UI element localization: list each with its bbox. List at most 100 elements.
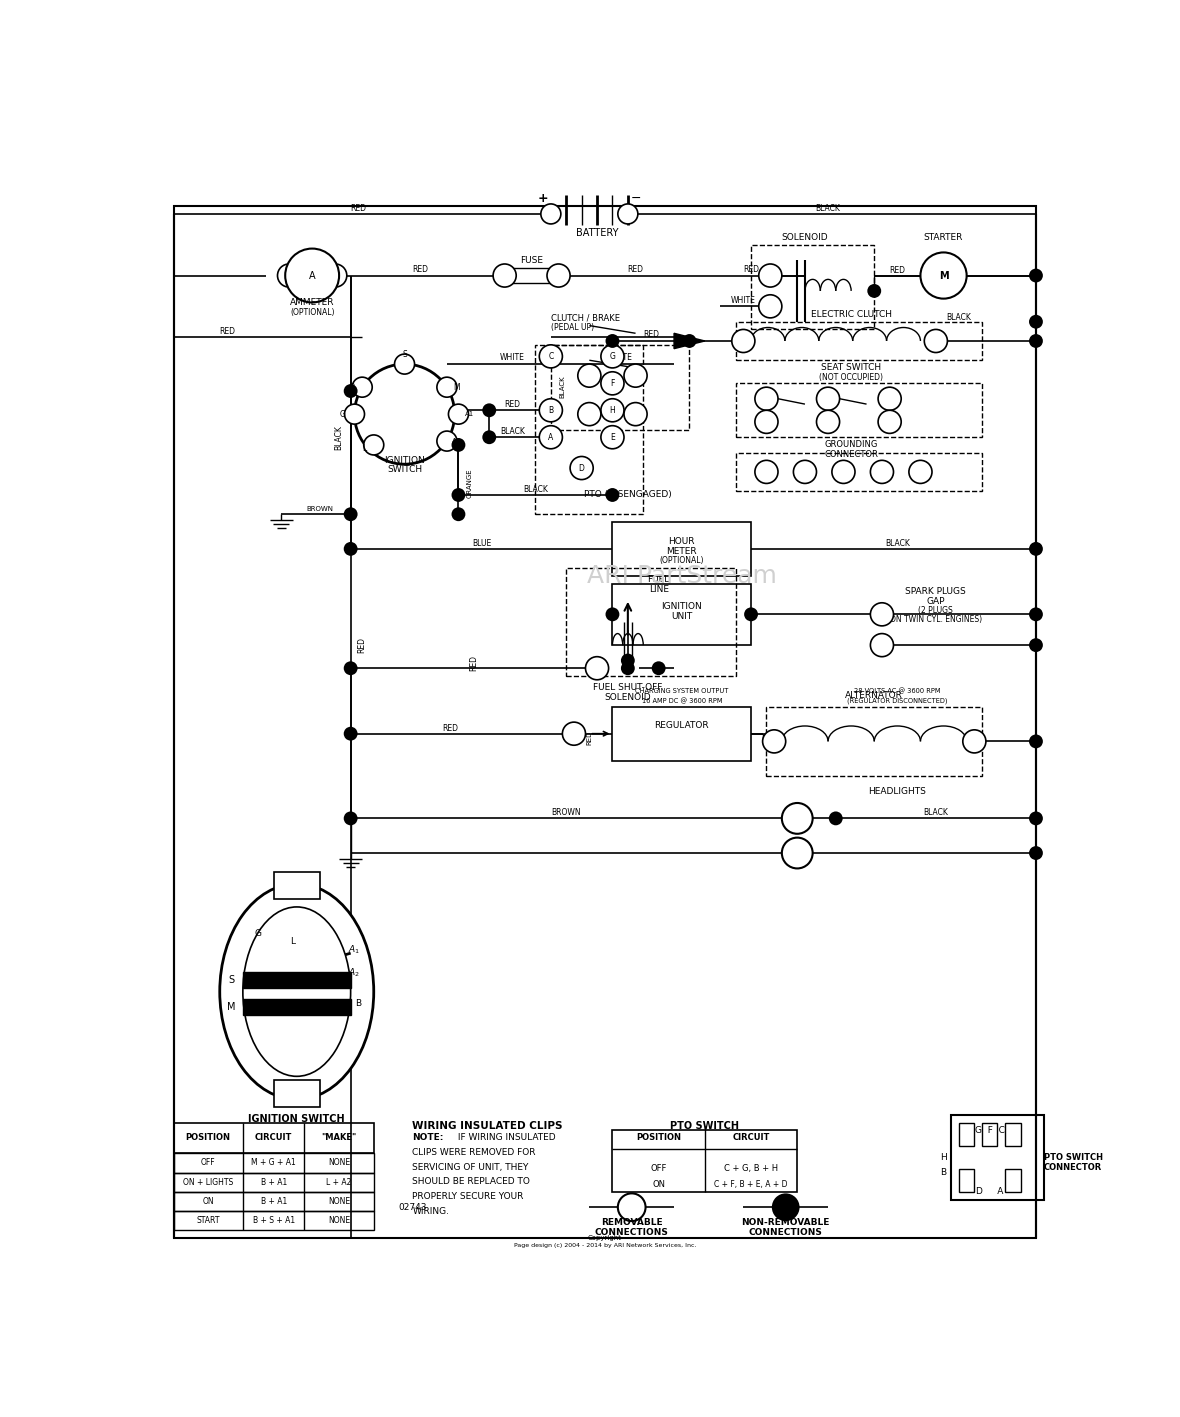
Text: ARI PartStream: ARI PartStream <box>586 564 776 588</box>
Circle shape <box>621 653 635 667</box>
Circle shape <box>755 411 778 434</box>
Text: CLUTCH / BRAKE: CLUTCH / BRAKE <box>551 313 620 323</box>
Bar <box>173 1173 374 1192</box>
Text: G: G <box>255 930 262 938</box>
Text: BLACK: BLACK <box>335 425 343 449</box>
Circle shape <box>570 456 594 479</box>
Text: FUEL: FUEL <box>648 575 670 584</box>
Text: BROWN: BROWN <box>307 506 333 512</box>
Text: "MAKE": "MAKE" <box>321 1134 356 1142</box>
Text: G: G <box>610 351 616 361</box>
Text: CLIPS WERE REMOVED FOR: CLIPS WERE REMOVED FOR <box>412 1148 536 1158</box>
Ellipse shape <box>243 907 350 1077</box>
Text: LINE: LINE <box>649 585 669 594</box>
Circle shape <box>762 730 786 752</box>
Text: HEADLIGHTS: HEADLIGHTS <box>868 786 926 796</box>
Text: B: B <box>355 999 361 1007</box>
Text: POSITION: POSITION <box>185 1134 231 1142</box>
Text: IGNITION: IGNITION <box>661 602 702 611</box>
Circle shape <box>793 461 817 483</box>
Bar <box>536 344 643 514</box>
Text: 16 AMP DC @ 3600 RPM: 16 AMP DC @ 3600 RPM <box>642 697 722 704</box>
Circle shape <box>601 344 624 368</box>
Circle shape <box>871 461 893 483</box>
Circle shape <box>1029 812 1043 825</box>
Bar <box>735 384 982 438</box>
Text: WHITE: WHITE <box>730 296 755 306</box>
Text: RED: RED <box>586 730 592 745</box>
Bar <box>612 521 750 575</box>
Text: CIRCUIT: CIRCUIT <box>255 1134 293 1142</box>
Text: NONE: NONE <box>328 1197 350 1206</box>
Circle shape <box>924 329 948 353</box>
Text: WIRING.: WIRING. <box>412 1207 450 1216</box>
Text: NON-REMOVABLE: NON-REMOVABLE <box>741 1219 830 1227</box>
Circle shape <box>755 387 778 411</box>
Circle shape <box>540 204 560 224</box>
Circle shape <box>1029 608 1043 621</box>
Text: ORANGE: ORANGE <box>467 469 473 499</box>
Circle shape <box>651 662 666 674</box>
Text: SWITCH: SWITCH <box>387 465 422 475</box>
Text: RED: RED <box>358 638 367 653</box>
Text: L + A2: L + A2 <box>327 1178 352 1186</box>
Text: C + G, B + H: C + G, B + H <box>725 1165 778 1173</box>
Text: A: A <box>309 271 315 281</box>
Bar <box>1005 1122 1021 1145</box>
Circle shape <box>782 837 813 869</box>
Text: STARTER: STARTER <box>924 232 963 241</box>
Text: RED: RED <box>412 265 428 273</box>
Text: B: B <box>940 1168 946 1178</box>
Circle shape <box>483 404 496 417</box>
Text: WIRING INSULATED CLIPS: WIRING INSULATED CLIPS <box>412 1121 563 1131</box>
Circle shape <box>605 608 620 621</box>
Bar <box>959 1122 975 1145</box>
Text: RED: RED <box>442 724 459 733</box>
Text: C: C <box>549 351 553 361</box>
Text: 02743: 02743 <box>398 1203 426 1212</box>
Circle shape <box>745 608 758 621</box>
Bar <box>612 584 750 645</box>
Text: PTO SWITCH: PTO SWITCH <box>670 1121 740 1131</box>
Circle shape <box>343 541 358 555</box>
Text: FUEL SHUT-OFF: FUEL SHUT-OFF <box>594 683 662 691</box>
Text: $A_1$: $A_1$ <box>348 944 361 955</box>
Text: AMMETER: AMMETER <box>290 298 334 307</box>
Circle shape <box>867 283 881 298</box>
Circle shape <box>618 204 638 224</box>
Text: A1: A1 <box>465 411 474 417</box>
Circle shape <box>539 344 563 368</box>
Text: H: H <box>610 405 615 415</box>
Circle shape <box>343 727 358 741</box>
Bar <box>982 1122 997 1145</box>
Text: GAP: GAP <box>926 597 945 605</box>
Text: SOLENOID: SOLENOID <box>781 232 828 241</box>
Text: IGNITION: IGNITION <box>385 456 425 465</box>
Text: (NOT OCCUPIED): (NOT OCCUPIED) <box>819 373 883 381</box>
Circle shape <box>871 602 893 626</box>
Text: G  F  C: G F C <box>975 1125 1004 1135</box>
Circle shape <box>601 371 624 395</box>
Circle shape <box>343 662 358 674</box>
Text: BLACK: BLACK <box>885 538 910 548</box>
Text: POSITION: POSITION <box>636 1134 681 1142</box>
Bar <box>551 344 689 429</box>
Circle shape <box>343 812 358 825</box>
Bar <box>1005 1169 1021 1192</box>
Circle shape <box>343 507 358 521</box>
Circle shape <box>817 411 840 434</box>
Circle shape <box>437 431 457 451</box>
Text: REMOVABLE: REMOVABLE <box>601 1219 662 1227</box>
Text: D     A: D A <box>976 1187 1003 1196</box>
Text: B: B <box>349 383 355 391</box>
Bar <box>173 1212 374 1230</box>
Circle shape <box>772 1193 800 1221</box>
Circle shape <box>828 812 843 825</box>
Text: BLACK: BLACK <box>924 809 949 818</box>
Circle shape <box>920 252 966 299</box>
Text: RED: RED <box>890 265 905 275</box>
Text: SEAT SWITCH: SEAT SWITCH <box>821 363 881 373</box>
Circle shape <box>1029 638 1043 652</box>
Text: RED: RED <box>219 327 236 336</box>
Circle shape <box>539 398 563 422</box>
